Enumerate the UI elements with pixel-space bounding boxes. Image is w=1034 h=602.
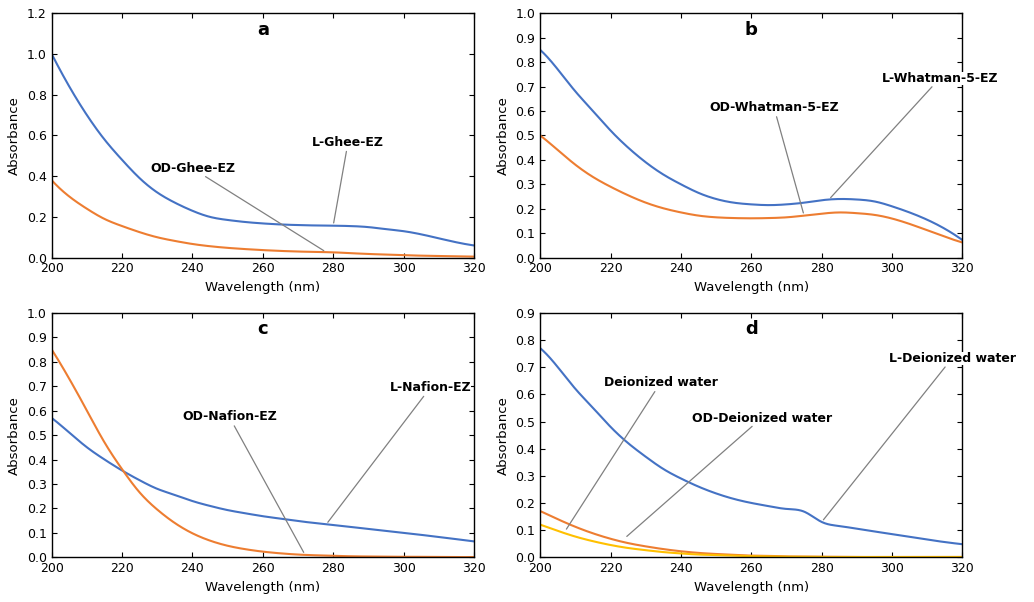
Text: L-Ghee-EZ: L-Ghee-EZ: [312, 135, 384, 223]
Text: Deionized water: Deionized water: [567, 376, 718, 529]
Text: c: c: [257, 320, 268, 338]
Y-axis label: Absorbance: Absorbance: [8, 96, 22, 175]
Y-axis label: Absorbance: Absorbance: [497, 96, 510, 175]
Y-axis label: Absorbance: Absorbance: [497, 396, 510, 474]
Text: L-Whatman-5-EZ: L-Whatman-5-EZ: [830, 72, 998, 197]
Text: a: a: [256, 20, 269, 39]
Text: OD-Ghee-EZ: OD-Ghee-EZ: [150, 162, 324, 250]
X-axis label: Wavelength (nm): Wavelength (nm): [694, 581, 809, 594]
Text: OD-Nafion-EZ: OD-Nafion-EZ: [182, 411, 304, 553]
Y-axis label: Absorbance: Absorbance: [8, 396, 22, 474]
Text: b: b: [744, 20, 758, 39]
Text: OD-Deionized water: OD-Deionized water: [627, 412, 831, 536]
Text: L-Deionized water: L-Deionized water: [823, 352, 1015, 520]
X-axis label: Wavelength (nm): Wavelength (nm): [694, 281, 809, 294]
Text: d: d: [744, 320, 758, 338]
X-axis label: Wavelength (nm): Wavelength (nm): [206, 281, 321, 294]
Text: OD-Whatman-5-EZ: OD-Whatman-5-EZ: [709, 101, 839, 213]
Text: L-Nafion-EZ: L-Nafion-EZ: [328, 381, 472, 523]
X-axis label: Wavelength (nm): Wavelength (nm): [206, 581, 321, 594]
